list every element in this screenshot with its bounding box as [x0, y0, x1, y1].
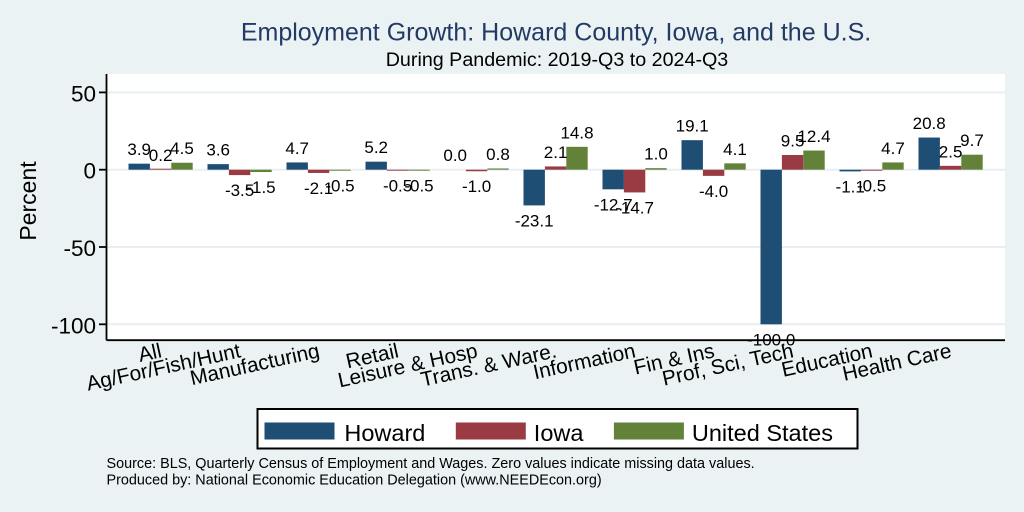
svg-text:During Pandemic: 2019-Q3 to 20: During Pandemic: 2019-Q3 to 2024-Q3 — [386, 49, 729, 71]
svg-text:Employment Growth: Howard Coun: Employment Growth: Howard County, Iowa, … — [241, 19, 871, 47]
svg-text:-12.7: -12.7 — [594, 195, 633, 214]
svg-text:4.5: 4.5 — [170, 139, 194, 158]
svg-text:-0.5: -0.5 — [404, 177, 433, 196]
svg-text:0.2: 0.2 — [149, 146, 173, 165]
svg-text:2.1: 2.1 — [544, 143, 568, 162]
svg-text:Percent: Percent — [15, 161, 41, 241]
svg-text:0.0: 0.0 — [443, 146, 467, 165]
svg-text:4.7: 4.7 — [881, 139, 905, 158]
svg-text:-0.5: -0.5 — [325, 177, 354, 196]
svg-text:-0.5: -0.5 — [857, 177, 886, 196]
svg-text:50: 50 — [71, 81, 96, 106]
svg-text:12.4: 12.4 — [797, 127, 830, 146]
svg-text:2.5: 2.5 — [939, 142, 963, 161]
svg-text:3.6: 3.6 — [206, 141, 230, 160]
svg-text:4.1: 4.1 — [723, 140, 747, 159]
svg-text:14.8: 14.8 — [560, 123, 593, 142]
svg-text:-50: -50 — [63, 236, 96, 261]
svg-text:Iowa: Iowa — [534, 420, 585, 446]
svg-text:3.9: 3.9 — [127, 140, 151, 159]
svg-text:0.8: 0.8 — [486, 145, 510, 164]
svg-text:0: 0 — [83, 159, 96, 184]
svg-text:-4.0: -4.0 — [699, 182, 728, 201]
svg-text:5.2: 5.2 — [364, 138, 388, 157]
svg-text:4.7: 4.7 — [285, 139, 309, 158]
svg-text:-14.7: -14.7 — [615, 198, 654, 217]
svg-text:-23.1: -23.1 — [515, 211, 554, 230]
svg-text:9.5: 9.5 — [781, 132, 805, 151]
svg-text:Howard: Howard — [344, 420, 425, 446]
svg-text:All: All — [136, 339, 164, 366]
svg-text:Produced by: National Economic: Produced by: National Economic Education… — [107, 473, 602, 489]
svg-text:-1.5: -1.5 — [246, 178, 275, 197]
svg-text:-1.0: -1.0 — [462, 177, 491, 196]
svg-text:9.7: 9.7 — [960, 131, 984, 150]
svg-text:-100: -100 — [51, 313, 96, 338]
svg-text:-2.1: -2.1 — [304, 179, 333, 198]
svg-text:-0.5: -0.5 — [383, 177, 412, 196]
svg-text:20.8: 20.8 — [913, 114, 946, 133]
svg-text:1.0: 1.0 — [644, 145, 668, 164]
svg-text:-100.0: -100.0 — [747, 330, 795, 349]
svg-text:-3.5: -3.5 — [225, 181, 254, 200]
svg-text:United States: United States — [692, 420, 833, 446]
svg-text:Source: BLS, Quarterly Census: Source: BLS, Quarterly Census of Employm… — [107, 456, 755, 472]
svg-text:19.1: 19.1 — [676, 117, 709, 136]
svg-text:-1.1: -1.1 — [836, 177, 865, 196]
